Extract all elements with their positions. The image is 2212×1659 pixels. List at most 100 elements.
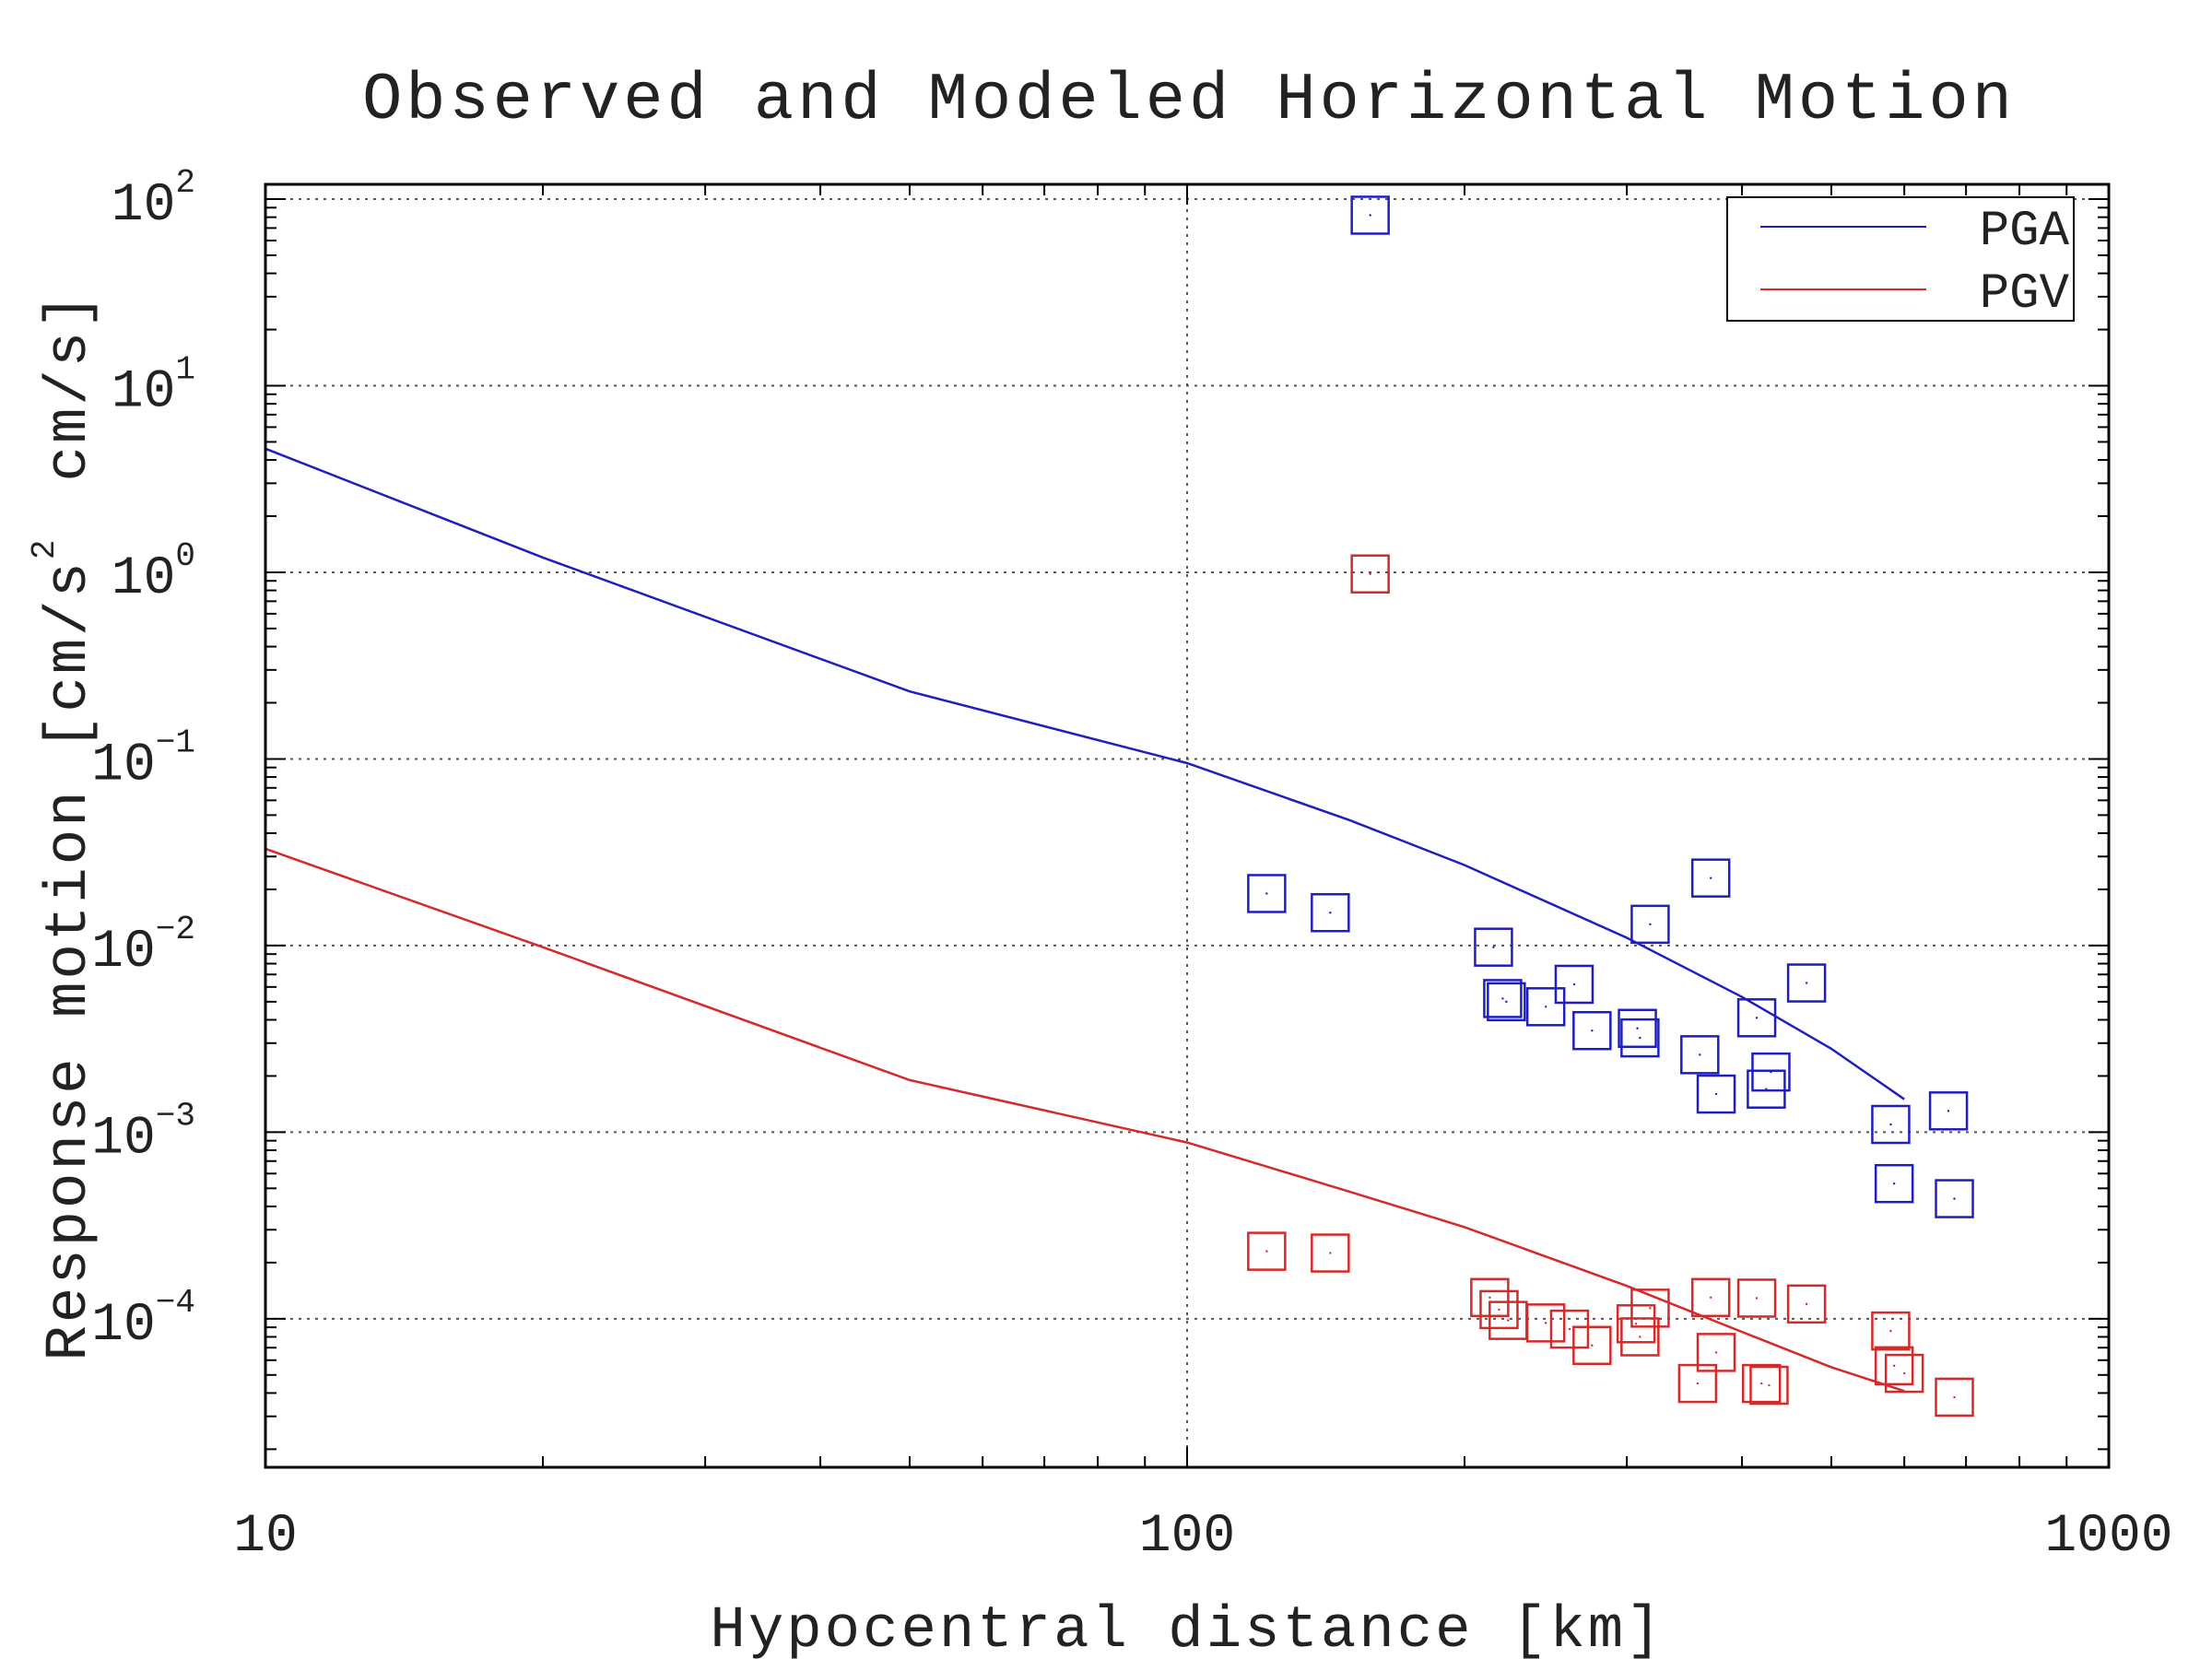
pgv-observed-point: [1935, 1377, 1974, 1418]
y-tick-label: 10−2: [91, 911, 195, 982]
pga-observed-point-center: [1505, 1000, 1508, 1004]
pga-observed-point-center: [1329, 912, 1332, 914]
pgv-observed-point: [1741, 1363, 1782, 1404]
y-tick-label: 10−4: [91, 1284, 195, 1356]
pga-observed-point: [1311, 893, 1350, 933]
pgv-observed-point: [1786, 1284, 1827, 1324]
pga-observed-point-center: [1710, 877, 1712, 879]
pga-observed-point-center: [1636, 1027, 1639, 1030]
pgv-observed-point: [1696, 1333, 1736, 1372]
pga-observed-point-center: [1544, 1006, 1547, 1008]
legend-label-pgv: PGV: [1980, 266, 2070, 323]
axis-ticks: 10 100 1000 102 101 100 10−1 10−2 10−3 10−4: [91, 164, 2172, 1567]
y-tick-label: 102: [112, 164, 195, 236]
y-tick-label: 10−1: [91, 724, 195, 795]
pga-observed-point-center: [1892, 1182, 1896, 1185]
pga-observed-point: [1786, 963, 1827, 1003]
pga-observed-point: [1747, 1069, 1786, 1109]
pgv-observed-point-center: [1369, 572, 1371, 575]
pgv-observed-point-center: [1507, 1319, 1510, 1322]
pgv-observed-point: [1884, 1353, 1924, 1394]
pga-observed-point-center: [1947, 1110, 1950, 1112]
pga-observed-point: [1487, 982, 1526, 1022]
pgv-observed-point-center: [1649, 1307, 1652, 1310]
y-tick-label: 101: [112, 351, 195, 423]
pgv-observed-point-center: [1710, 1296, 1712, 1299]
pgv-observed-point-center: [1953, 1395, 1956, 1399]
x-axis-label: Hypocentral distance [km]: [710, 1598, 1664, 1659]
pga-observed-point: [1474, 927, 1513, 967]
legend: PGA PGV: [1726, 196, 2075, 323]
y-axis-label-main: Response motion [cm/s: [37, 559, 103, 1361]
pgv-observed-point-center: [1488, 1296, 1491, 1299]
pgv-observed-point: [1572, 1325, 1612, 1365]
pgv-observed-point: [1871, 1311, 1911, 1351]
pgv-observed-point: [1525, 1303, 1566, 1343]
pga-observed-point: [1928, 1091, 1969, 1131]
pga-observed-point-center: [1649, 923, 1652, 926]
pgv-observed-point-center: [1760, 1382, 1763, 1385]
pga-observed-point-center: [1770, 1070, 1772, 1074]
y-tick-label: 10−3: [91, 1097, 195, 1169]
pga-observed-point-center: [1265, 892, 1268, 895]
pga-observed-point: [1690, 858, 1731, 898]
pga-model-line: [265, 447, 1905, 1100]
pgv-observed-point-center: [1639, 1335, 1641, 1338]
pga-observed-point-center: [1889, 1123, 1892, 1126]
pgv-observed-point-center: [1892, 1364, 1896, 1368]
pgv-observed-point: [1479, 1289, 1519, 1330]
pgv-observed-point-center: [1889, 1329, 1892, 1333]
pga-observed-point: [1572, 1010, 1612, 1051]
pga-observed-point-center: [1805, 982, 1808, 984]
pgv-observed-point-center: [1265, 1250, 1268, 1253]
y-axis-label-superscript: 2: [26, 536, 64, 559]
pga-observed-point: [1620, 1018, 1660, 1058]
pga-observed-point: [1696, 1074, 1736, 1114]
pga-observed-point: [1736, 998, 1777, 1038]
pgv-observed-point: [1630, 1288, 1670, 1328]
pgv-observed-point: [1311, 1233, 1350, 1273]
pgv-observed-point-center: [1714, 1351, 1718, 1354]
pga-observed-point-center: [1714, 1092, 1718, 1096]
chart-title: Observed and Modeled Horizontal Motion: [362, 63, 2016, 138]
y-axis-label-tail: cm/s]: [37, 290, 103, 481]
pgv-observed-point: [1874, 1346, 1914, 1386]
pga-observed-point-center: [1492, 946, 1495, 948]
pga-observed-point: [1751, 1052, 1791, 1092]
observed-points: [1247, 195, 1974, 1418]
legend-label-pga: PGA: [1980, 204, 2070, 260]
y-axis-label: Response motion [cm/s2 cm/s]: [26, 290, 103, 1360]
x-tick-label: 1000: [2044, 1507, 2172, 1567]
pga-observed-point-center: [1591, 1030, 1594, 1032]
pga-observed-point: [1554, 964, 1594, 1005]
pgv-observed-point: [1616, 1304, 1656, 1344]
pgv-model-line: [265, 847, 1905, 1393]
pga-observed-point: [1935, 1179, 1974, 1218]
pgv-observed-point-center: [1329, 1252, 1332, 1254]
pgv-observed-point-center: [1544, 1322, 1547, 1324]
pga-observed-point: [1680, 1035, 1720, 1075]
pgv-observed-point-center: [1591, 1344, 1594, 1347]
pga-observed-point: [1525, 987, 1566, 1027]
x-tick-label: 10: [233, 1507, 298, 1567]
pga-observed-point: [1871, 1104, 1911, 1145]
legend-box: [1726, 196, 2075, 322]
pgv-observed-point: [1749, 1365, 1789, 1406]
pga-observed-point: [1247, 874, 1287, 913]
model-lines: [265, 447, 1905, 1393]
pga-observed-point-center: [1369, 214, 1371, 217]
pgv-observed-point-center: [1768, 1383, 1771, 1387]
pgv-observed-point: [1350, 554, 1390, 594]
pgv-observed-point-center: [1634, 1323, 1638, 1325]
x-tick-label: 100: [1139, 1507, 1235, 1567]
pgv-observed-point-center: [1498, 1308, 1500, 1312]
y-tick-label: 100: [112, 537, 195, 609]
pgv-observed-point-center: [1696, 1382, 1700, 1385]
pgv-observed-point-center: [1755, 1297, 1759, 1300]
pgv-observed-point-center: [1902, 1371, 1906, 1375]
pgv-observed-point-center: [1805, 1302, 1808, 1306]
pga-observed-point-center: [1501, 997, 1504, 1000]
pga-observed-point-center: [1953, 1197, 1956, 1200]
pgv-observed-point: [1247, 1231, 1287, 1271]
